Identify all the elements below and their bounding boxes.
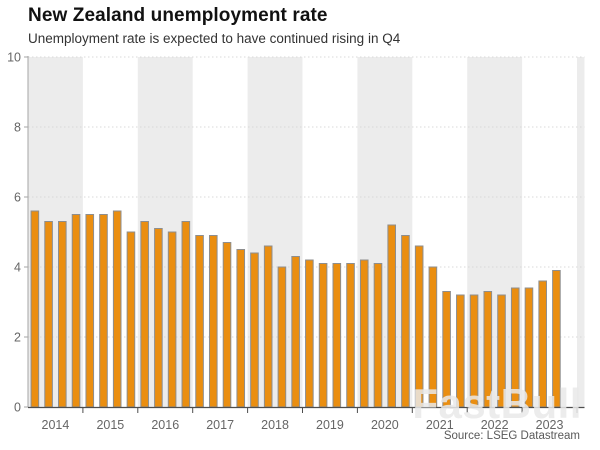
bar-2021-q4 [456,294,465,408]
bar-2016-q3 [167,231,177,408]
bar-2020-q1 [359,259,369,408]
bar-2015-q4 [126,231,136,408]
bar-2023-q2 [538,280,547,408]
bar-2019-q2 [318,263,328,408]
bar-2015-q3 [112,210,122,408]
bar-2018-q2 [263,245,273,408]
x-tick-label-2017: 2017 [206,418,234,432]
source-attribution: Source: LSEG Datastream [443,430,580,442]
bar-2017-q2 [208,235,218,408]
bar-2019-q4 [346,263,355,408]
bar-2018-q1 [250,252,259,408]
bar-2021-q1 [414,245,424,408]
chart-title: New Zealand unemployment rate [28,5,328,26]
bar-2022-q3 [497,294,506,408]
bar-2017-q3 [222,242,232,408]
bar-2014-q1 [30,210,40,408]
bar-2018-q3 [277,266,287,408]
bar-2021-q2 [428,266,438,408]
bar-2015-q2 [99,214,108,408]
x-tick-label-2018: 2018 [261,418,289,432]
y-tick-label-10: 10 [7,51,21,65]
y-tick-label-8: 8 [14,121,21,135]
bar-2017-q4 [236,249,246,408]
bar-2020-q2 [373,263,383,408]
bar-2014-q3 [58,221,67,408]
bar-2017-q1 [195,235,204,408]
y-tick-label-6: 6 [14,191,21,205]
bar-2016-q2 [154,228,163,408]
x-tick-label-2014: 2014 [42,418,70,432]
x-tick-label-2015: 2015 [96,418,124,432]
bar-2023-q1 [524,287,534,408]
bar-2020-q4 [401,235,410,408]
bar-2022-q1 [469,294,479,408]
x-tick-label-2019: 2019 [316,418,344,432]
bar-2014-q2 [44,221,53,408]
y-tick-label-2: 2 [14,331,21,345]
bar-2021-q3 [442,291,451,408]
bar-2023-q3 [552,270,561,408]
bar-2020-q3 [387,224,397,408]
x-tick-label-2023: 2023 [536,418,564,432]
bar-2018-q4 [291,256,300,408]
bar-2015-q1 [85,214,95,408]
bar-2019-q1 [305,259,314,408]
bar-2022-q4 [510,287,520,408]
x-tick-label-2021: 2021 [426,418,454,432]
y-tick-label-0: 0 [14,401,21,415]
bar-2019-q3 [332,263,342,408]
x-tick-label-2020: 2020 [371,418,399,432]
bar-2014-q4 [71,214,81,408]
x-tick-label-2022: 2022 [481,418,509,432]
x-tick-label-2016: 2016 [151,418,179,432]
bar-2022-q2 [483,291,493,408]
y-tick-label-4: 4 [14,261,21,275]
bar-2016-q4 [181,221,191,408]
chart-subtitle: Unemployment rate is expected to have co… [28,31,401,46]
year-band-edge [577,57,585,407]
bar-2016-q1 [140,221,149,408]
